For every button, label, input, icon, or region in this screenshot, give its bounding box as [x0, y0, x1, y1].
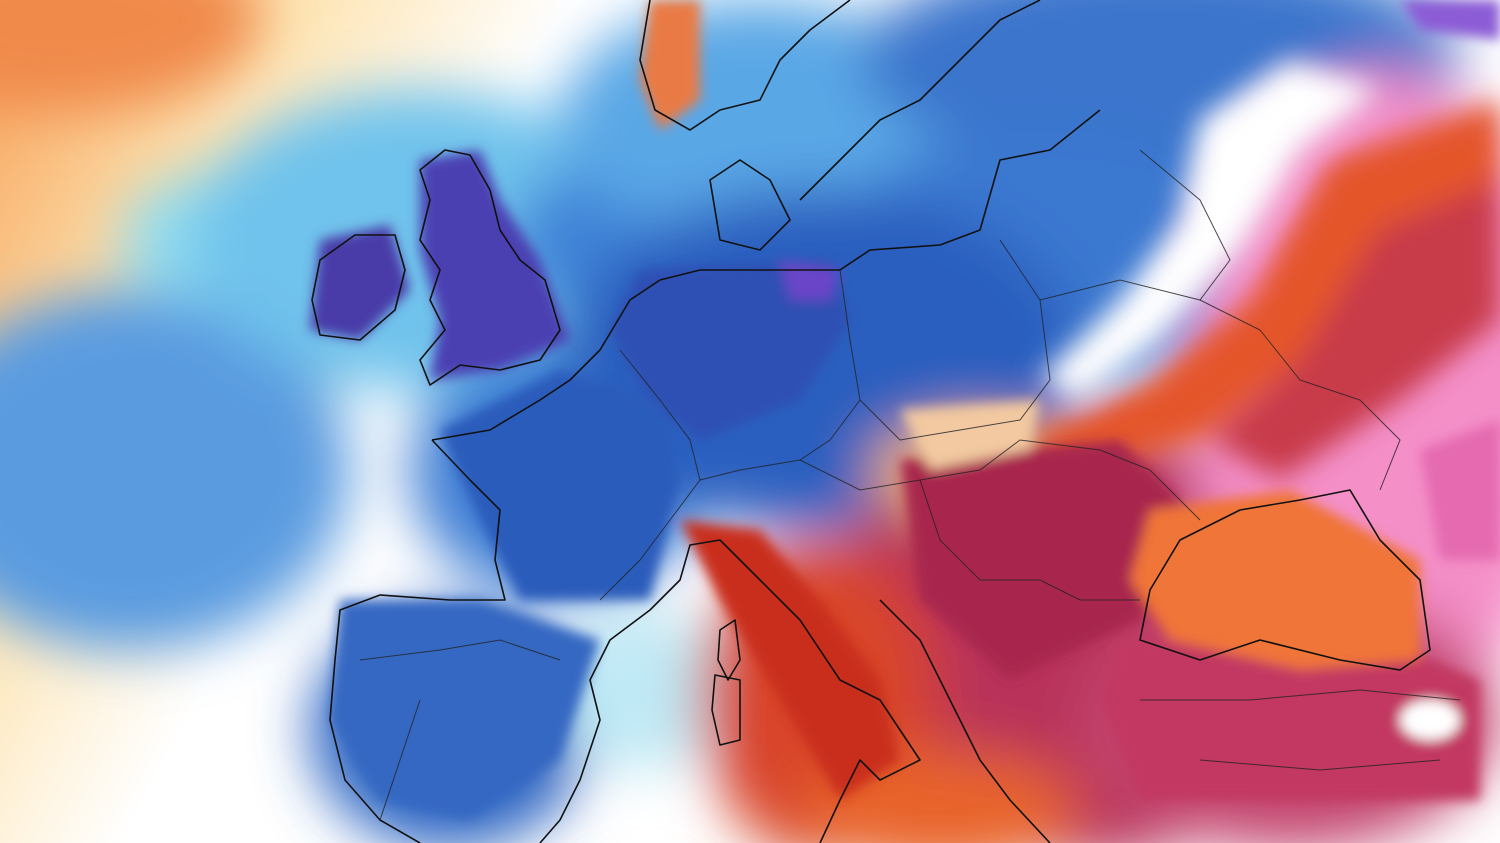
border-balkans	[919, 479, 1140, 601]
warm-front	[1030, 60, 1500, 480]
border-turkey	[1140, 689, 1461, 771]
coastlines	[311, 0, 1431, 843]
coast-biscay-iberia	[329, 439, 506, 843]
border-central	[799, 439, 1201, 521]
coast-britain	[419, 149, 561, 386]
coast-mediterranean-italy	[539, 539, 921, 843]
coast-north	[431, 109, 1101, 441]
border-belarus	[1039, 149, 1231, 301]
coast-corsica-sardinia	[711, 619, 741, 746]
coast-norway	[639, 0, 851, 131]
land-detail	[310, 0, 1500, 820]
coast-ireland	[311, 234, 406, 341]
border-ukraine-russia	[1199, 299, 1401, 491]
border-iberia	[359, 639, 561, 821]
coast-denmark	[709, 159, 791, 251]
borders	[359, 149, 1461, 821]
coast-adriatic	[879, 599, 1051, 843]
border-germany	[699, 269, 861, 481]
coast-sweden	[799, 0, 1041, 201]
coast-black-sea	[1139, 489, 1431, 671]
